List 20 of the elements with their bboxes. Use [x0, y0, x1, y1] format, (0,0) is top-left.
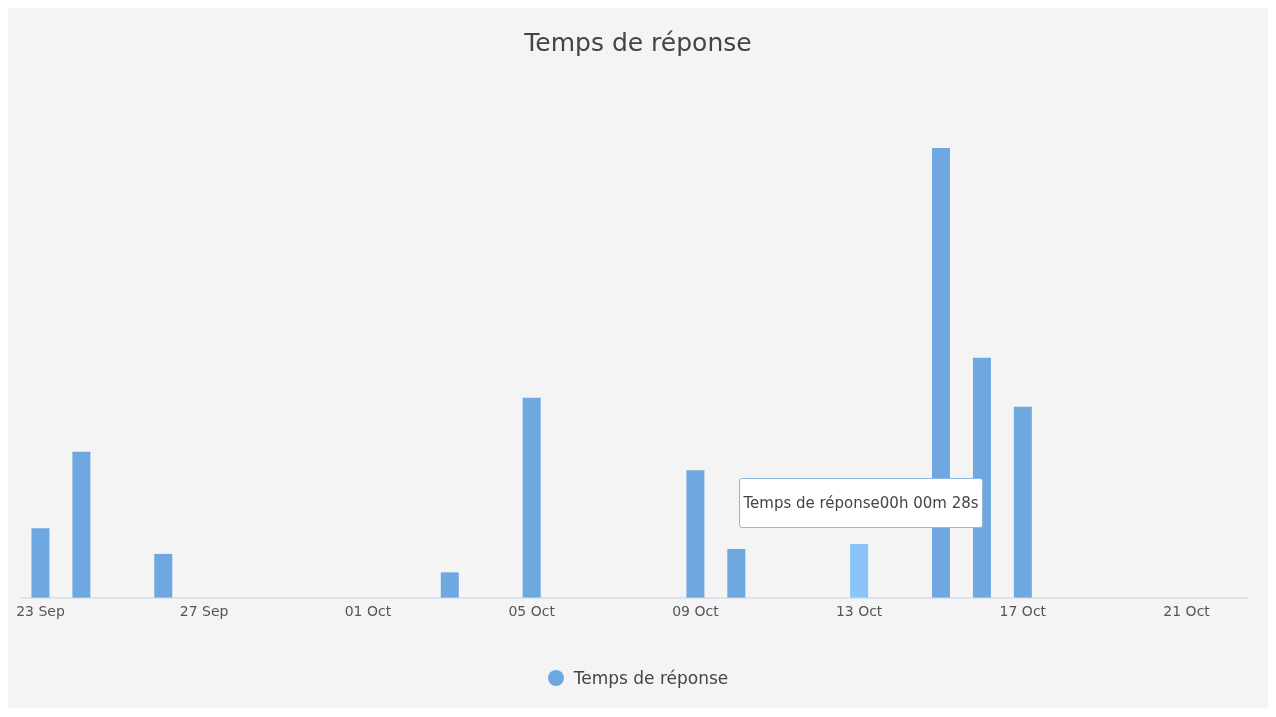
x-tick-label: 13 Oct	[835, 602, 883, 619]
x-tick-label: 17 Oct	[999, 602, 1047, 619]
bar	[522, 397, 541, 598]
legend-label: Temps de réponse	[572, 667, 730, 690]
bar	[72, 451, 91, 598]
x-tick-label: 09 Oct	[672, 602, 720, 619]
bar	[686, 470, 705, 598]
bar	[31, 528, 50, 598]
annotation: Temps de réponse00h 00m 28s	[739, 478, 983, 528]
x-tick-label: 23 Sep	[16, 602, 65, 619]
x-tick-label: 01 Oct	[344, 602, 392, 619]
x-tick-label: 05 Oct	[508, 602, 556, 619]
bar	[850, 544, 869, 598]
bar	[1013, 406, 1032, 598]
x-tick-label: 21 Oct	[1163, 602, 1211, 619]
bar	[154, 553, 173, 598]
bar	[727, 548, 746, 598]
x-tick-label: 27 Sep	[179, 602, 229, 619]
chart-title: Temps de réponse	[523, 27, 753, 59]
bar	[440, 572, 459, 598]
